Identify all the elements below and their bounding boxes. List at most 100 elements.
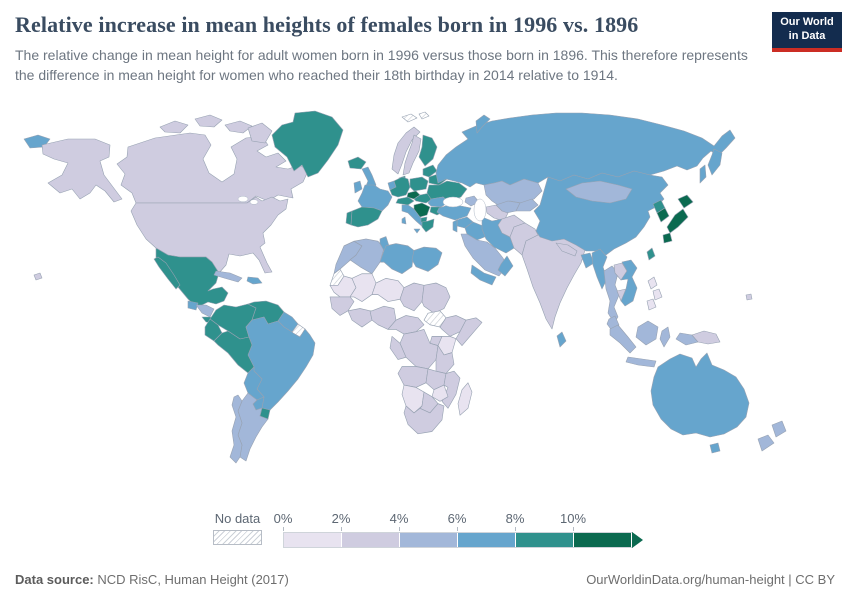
legend-tick-label: 8% xyxy=(505,511,525,526)
country-austria-switzerland[interactable] xyxy=(395,196,415,206)
country-mexico[interactable] xyxy=(153,256,181,290)
country-iceland[interactable] xyxy=(347,156,367,170)
country-hawaii[interactable] xyxy=(33,272,43,281)
country-canada[interactable] xyxy=(194,114,223,128)
country-svalbard[interactable] xyxy=(418,111,430,120)
legend-tick-labels: 0% 2% 4% 6% 8% 10% xyxy=(274,511,643,532)
country-sudan[interactable] xyxy=(421,282,451,314)
country-ireland[interactable] xyxy=(353,180,363,194)
country-russia[interactable] xyxy=(707,148,723,176)
country-somalia[interactable] xyxy=(455,317,483,346)
country-japan[interactable] xyxy=(662,232,673,244)
country-bolivia[interactable] xyxy=(243,366,265,401)
country-china[interactable] xyxy=(533,170,669,256)
country-ethiopia[interactable] xyxy=(439,315,467,337)
country-taiwan[interactable] xyxy=(646,247,656,261)
country-uruguay[interactable] xyxy=(259,407,271,420)
country-madagascar[interactable] xyxy=(457,382,473,416)
country-cuba[interactable] xyxy=(213,270,243,283)
country-mexico[interactable] xyxy=(155,247,229,308)
legend-bin-swatch[interactable] xyxy=(574,533,632,547)
country-new-zealand[interactable] xyxy=(757,434,775,452)
country-greenland[interactable] xyxy=(271,110,344,178)
country-sweden[interactable] xyxy=(402,134,422,176)
country-france[interactable] xyxy=(357,184,393,212)
country-angola[interactable] xyxy=(397,366,429,388)
country-indonesia[interactable] xyxy=(659,326,671,348)
country-japan[interactable] xyxy=(666,208,689,234)
country-indonesia[interactable] xyxy=(609,324,637,354)
country-south-korea[interactable] xyxy=(656,207,670,223)
country-canada[interactable] xyxy=(116,132,309,204)
legend-bin-swatch[interactable] xyxy=(458,533,516,547)
country-kyrgyzstan-tajikistan[interactable] xyxy=(515,198,539,212)
legend-tick-label: 4% xyxy=(389,511,409,526)
country-peru[interactable] xyxy=(213,330,255,374)
country-kazakhstan[interactable] xyxy=(483,178,543,206)
country-canada[interactable] xyxy=(247,122,273,144)
legend-bin-swatch[interactable] xyxy=(400,533,458,547)
country-alaska[interactable] xyxy=(41,138,123,203)
country-ukraine[interactable] xyxy=(426,180,468,203)
country-australia[interactable] xyxy=(709,442,721,454)
country-new-zealand[interactable] xyxy=(771,420,787,438)
country-turkmenistan[interactable] xyxy=(485,204,509,222)
country-papua-new-guinea[interactable] xyxy=(691,330,721,345)
country-poland[interactable] xyxy=(409,176,429,192)
country-nepal[interactable] xyxy=(555,242,578,257)
country-sri-lanka[interactable] xyxy=(556,331,567,348)
country-canada[interactable] xyxy=(224,120,253,134)
country-egypt[interactable] xyxy=(411,246,443,272)
country-mozambique[interactable] xyxy=(441,370,461,409)
legend-bin-swatch[interactable] xyxy=(284,533,342,547)
owid-logo[interactable]: Our World in Data xyxy=(772,12,842,52)
country-hispaniola[interactable] xyxy=(246,276,263,285)
legend-tick-mark xyxy=(283,527,284,531)
country-philippines[interactable] xyxy=(647,276,658,290)
country-honduras-nicaragua[interactable] xyxy=(195,304,215,318)
legend-bin-swatch[interactable] xyxy=(342,533,400,547)
credit-line[interactable]: OurWorldinData.org/human-height | CC BY xyxy=(586,572,835,587)
country-canada[interactable] xyxy=(159,120,189,134)
country-guatemala[interactable] xyxy=(187,300,199,311)
country-philippines[interactable] xyxy=(646,298,657,311)
country-gabon-congo[interactable] xyxy=(389,336,407,360)
country-libya[interactable] xyxy=(379,243,415,275)
country-myanmar[interactable] xyxy=(591,248,608,290)
country-chad[interactable] xyxy=(399,282,425,312)
country-japan[interactable] xyxy=(677,194,694,209)
country-levant[interactable] xyxy=(452,219,458,233)
country-italy[interactable] xyxy=(401,216,407,225)
country-dr-congo[interactable] xyxy=(399,329,439,370)
country-australia[interactable] xyxy=(650,352,750,438)
country-balkans[interactable] xyxy=(413,202,431,218)
country-finland[interactable] xyxy=(418,134,438,167)
country-svalbard[interactable] xyxy=(401,113,418,123)
country-india[interactable] xyxy=(521,234,586,330)
country-greece[interactable] xyxy=(421,218,435,233)
country-russia[interactable] xyxy=(475,114,491,134)
country-mali[interactable] xyxy=(349,273,377,302)
country-oman[interactable] xyxy=(497,255,514,277)
country-south-africa[interactable] xyxy=(403,403,445,435)
country-russia[interactable] xyxy=(699,164,707,184)
country-italy[interactable] xyxy=(413,228,421,234)
country-indonesia[interactable] xyxy=(625,356,657,368)
country-spain[interactable] xyxy=(350,206,383,228)
country-indonesia[interactable] xyxy=(635,320,659,346)
data-source: Data source: NCD RisC, Human Height (201… xyxy=(15,572,289,587)
legend-no-data-swatch[interactable] xyxy=(213,530,262,545)
country-ivory-coast-ghana[interactable] xyxy=(347,308,373,328)
legend-bin-swatch[interactable] xyxy=(516,533,574,547)
legend-color-bar xyxy=(283,532,643,548)
country-niger[interactable] xyxy=(371,278,405,302)
country-baltic-states[interactable] xyxy=(422,164,438,178)
country-vietnam[interactable] xyxy=(620,259,638,307)
country-germany[interactable] xyxy=(389,176,411,198)
country-yemen[interactable] xyxy=(470,264,497,286)
country-zimbabwe[interactable] xyxy=(431,384,449,402)
country-fiji[interactable] xyxy=(745,293,753,301)
country-mongolia[interactable] xyxy=(565,180,633,204)
country-chile[interactable] xyxy=(229,394,243,464)
country-philippines[interactable] xyxy=(652,288,663,301)
